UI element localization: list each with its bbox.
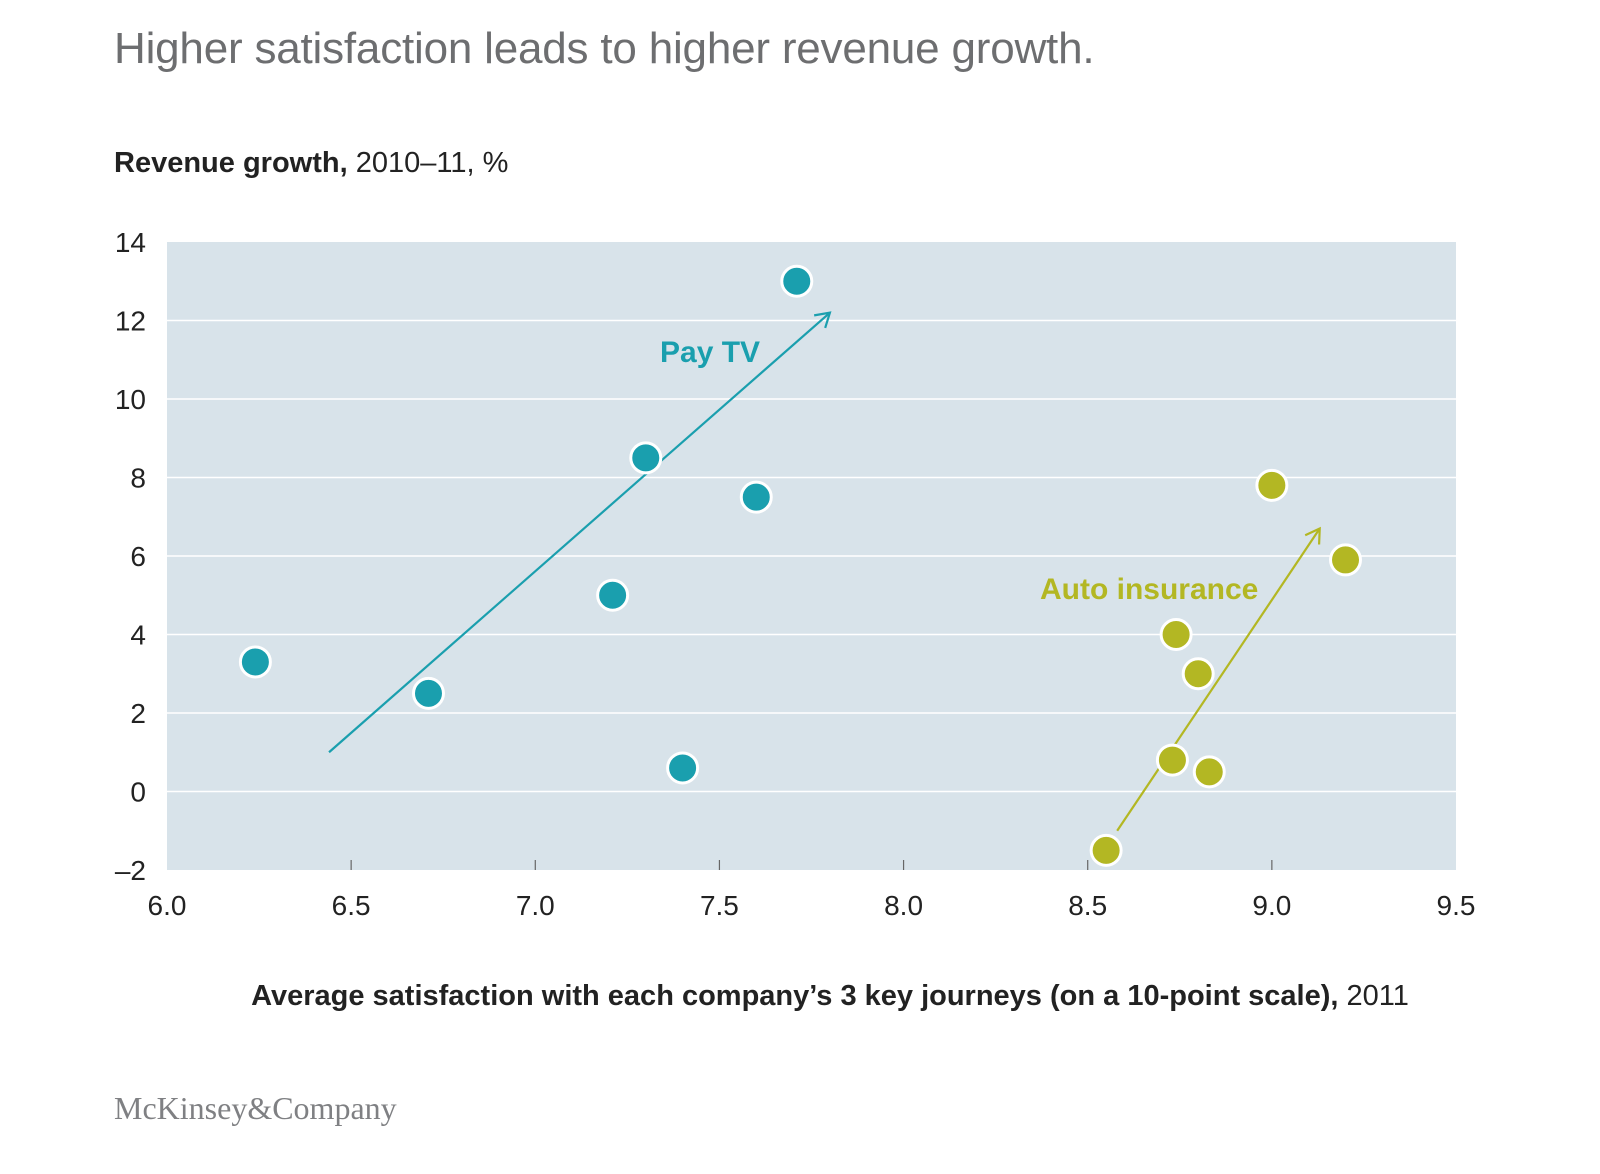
point-auto-insurance	[1155, 743, 1189, 777]
x-tick-label: 8.0	[884, 890, 923, 921]
x-tick-label: 6.0	[148, 890, 187, 921]
y-tick-label: 4	[130, 620, 146, 651]
y-tick-label: 10	[115, 384, 146, 415]
y-tick-label: 2	[130, 698, 146, 729]
x-axis-title-rest: 2011	[1338, 980, 1409, 1012]
trend-arrows	[328, 311, 1321, 832]
x-tick-label: 7.0	[516, 890, 555, 921]
y-tick-label: –2	[115, 855, 146, 886]
x-tick-label: 7.5	[700, 890, 739, 921]
x-axis-title-bold: Average satisfaction with each company’s…	[251, 980, 1339, 1012]
point-auto-insurance	[1159, 618, 1193, 651]
x-tick-label: 6.5	[332, 890, 371, 921]
y-tick-label: 8	[130, 463, 146, 494]
x-tick-label: 9.5	[1437, 890, 1476, 921]
y-axis-title-rest: 2010–11, %	[347, 147, 509, 179]
y-axis-title-bold: Revenue growth,	[114, 147, 348, 179]
trend-line-1	[1116, 527, 1321, 832]
x-axis-title: Average satisfaction with each company’s…	[0, 980, 1600, 1013]
point-pay-tv	[411, 676, 445, 710]
series-labels: Pay TV Auto insurance	[660, 336, 1258, 606]
axis-ticks: 14 12 10 8 6 4 2 0 –26.0 6.5 7.0 7.5 8.0 8.5 9.0 9.5	[115, 227, 1476, 921]
point-auto-insurance	[1255, 468, 1289, 502]
series-label-auto-insurance: Auto insurance	[1040, 573, 1258, 606]
x-tick-label: 8.5	[1068, 890, 1107, 921]
point-pay-tv	[238, 645, 272, 679]
point-pay-tv	[666, 751, 700, 785]
point-auto-insurance	[1089, 833, 1123, 867]
chart-title: Higher satisfaction leads to higher reve…	[114, 24, 1095, 73]
trend-line-0	[328, 311, 831, 754]
grid-lines	[167, 319, 1456, 793]
data-points	[238, 264, 1363, 867]
point-auto-insurance	[1181, 657, 1215, 691]
point-pay-tv	[739, 480, 773, 514]
point-auto-insurance	[1329, 543, 1363, 577]
y-tick-label: 0	[130, 777, 146, 808]
x-tick-label: 9.0	[1252, 890, 1291, 921]
y-tick-label: 12	[115, 306, 146, 337]
point-pay-tv	[596, 578, 630, 612]
trend-arrowhead-0	[813, 311, 832, 329]
trend-arrowhead-1	[1304, 526, 1321, 545]
series-label-pay-tv: Pay TV	[660, 336, 760, 369]
y-tick-label: 6	[130, 541, 146, 572]
y-axis-title: Revenue growth, 2010–11, %	[114, 147, 508, 180]
y-tick-label: 14	[115, 227, 146, 258]
point-auto-insurance	[1192, 755, 1226, 789]
point-pay-tv	[780, 264, 814, 298]
point-pay-tv	[629, 441, 663, 475]
brand-logo: McKinsey&Company	[114, 1090, 397, 1126]
